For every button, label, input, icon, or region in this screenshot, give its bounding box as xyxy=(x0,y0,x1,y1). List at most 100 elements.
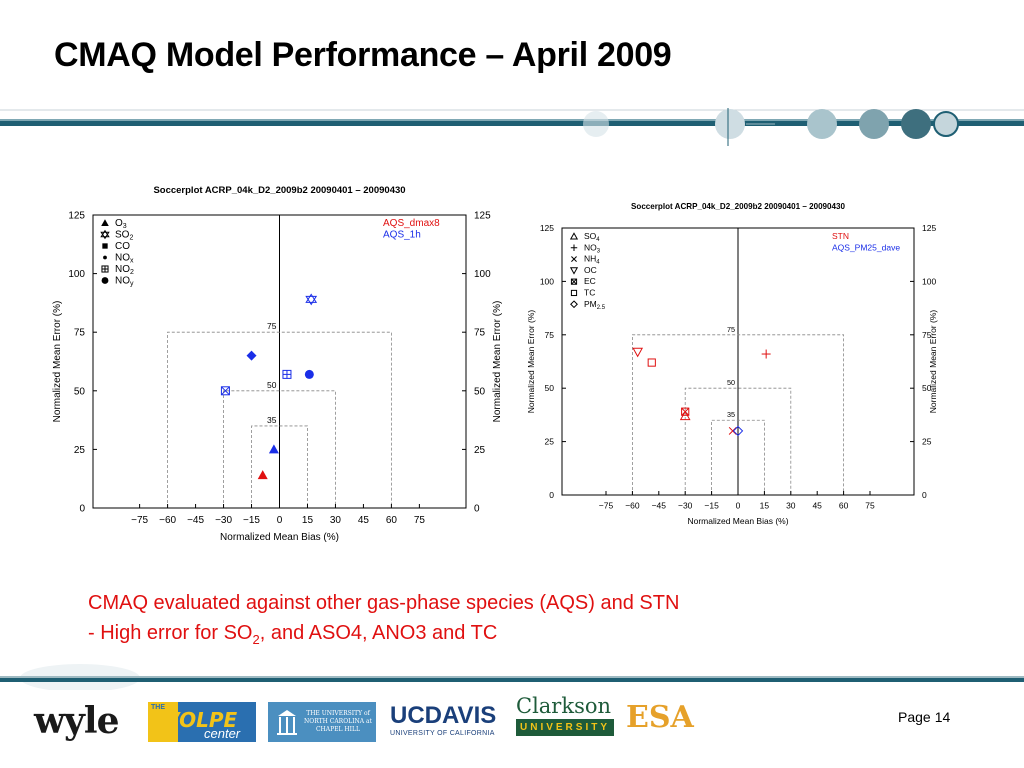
x-tick-label: −60 xyxy=(625,501,640,511)
y-tick-label-right: 50 xyxy=(474,386,486,397)
x-tick-label: 15 xyxy=(302,515,314,526)
soccer-plot-aqs: Soccerplot ACRP_04k_D2_2009b2 20090401 –… xyxy=(52,185,503,543)
data-point-tc-stn xyxy=(647,358,656,367)
legend-label-nox: NOx xyxy=(115,253,134,265)
y-tick-label-right: 75 xyxy=(474,328,486,339)
old-well-icon xyxy=(277,710,297,735)
y-axis-label-right: Normalized Mean Error (%) xyxy=(492,301,503,423)
y-tick-label-right: 125 xyxy=(474,211,491,222)
data-point-so2-aqs_1h xyxy=(305,293,318,306)
chart-title: Soccerplot ACRP_04k_D2_2009b2 20090401 –… xyxy=(631,202,845,211)
goal-box-label: 75 xyxy=(267,321,277,331)
legend-label-pm25: PM2.5 xyxy=(584,299,606,311)
unc-text: THE UNIVERSITY of NORTH CAROLINA at CHAP… xyxy=(304,710,372,733)
page-number: Page 14 xyxy=(898,709,950,725)
esa-logo: ESA xyxy=(626,700,694,735)
goal-box-35: 35 xyxy=(251,415,308,508)
x-tick-label: 30 xyxy=(786,501,796,511)
legend-label-no3: NO3 xyxy=(584,242,601,254)
y-tick-label-left: 75 xyxy=(74,328,86,339)
x-tick-label: −75 xyxy=(599,501,614,511)
ucdavis-sub: UNIVERSITY OF CALIFORNIA xyxy=(390,730,495,737)
volpe-name: VOLPE xyxy=(164,708,238,732)
ucdavis-davis: DAVIS xyxy=(424,702,497,729)
legend-label-oc: OC xyxy=(584,265,597,275)
x-tick-label: 60 xyxy=(839,501,849,511)
x-tick-label: −30 xyxy=(678,501,693,511)
goal-box-50: 50 xyxy=(684,378,792,495)
x-tick-label: 45 xyxy=(812,501,822,511)
volpe-the: THE xyxy=(151,704,165,711)
legend-label-co: CO xyxy=(115,241,130,252)
data-point-no3-stn xyxy=(761,349,771,359)
legend-marker-nh4 xyxy=(571,256,577,262)
y-axis-label-left: Normalized Mean Error (%) xyxy=(52,301,63,423)
legend-label-ec: EC xyxy=(584,276,596,286)
goal-box-75: 75 xyxy=(167,321,392,508)
ucdavis-uc: UC xyxy=(390,702,425,729)
x-tick-label: 0 xyxy=(277,515,283,526)
clarkson-logo: Clarkson UNIVERSITY xyxy=(516,694,615,736)
y-tick-label-right: 100 xyxy=(474,269,491,280)
x-tick-label: 15 xyxy=(760,501,770,511)
y-tick-label-right: 25 xyxy=(922,437,932,447)
legend-marker-no2 xyxy=(101,265,109,273)
legend-label-nh4: NH4 xyxy=(584,254,600,266)
y-tick-label-left: 125 xyxy=(540,223,554,233)
goal-box-label: 35 xyxy=(267,415,277,425)
wyle-logo: wyle xyxy=(34,700,119,742)
goal-box-75: 75 xyxy=(632,325,845,495)
legend-label-so2: SO2 xyxy=(115,230,133,242)
data-point-oc-stn xyxy=(632,347,644,358)
x-tick-label: −45 xyxy=(652,501,667,511)
legend-marker-noy xyxy=(101,277,109,284)
y-tick-label-left: 0 xyxy=(549,490,554,500)
x-tick-label: −15 xyxy=(704,501,719,511)
legend-label-so4: SO4 xyxy=(584,231,600,243)
x-tick-label: −75 xyxy=(131,515,148,526)
data-point-noy-aqs_1h xyxy=(304,369,314,379)
y-tick-label-left: 50 xyxy=(545,383,555,393)
volpe-center: center xyxy=(204,726,241,741)
y-tick-label-right: 75 xyxy=(922,330,932,340)
data-point-co-aqs_1h xyxy=(220,386,230,396)
goal-box-35: 35 xyxy=(711,410,765,495)
y-tick-label-right: 125 xyxy=(922,223,936,233)
clarkson-sub: UNIVERSITY xyxy=(516,719,615,736)
y-tick-label-left: 0 xyxy=(79,504,85,515)
legend-label-no2: NO2 xyxy=(115,264,134,276)
y-tick-label-left: 125 xyxy=(68,211,85,222)
legend-marker-ec xyxy=(570,278,578,285)
caption-line-2-sub: 2 xyxy=(252,632,260,647)
legend-label-tc: TC xyxy=(584,288,595,298)
legend-marker-so2 xyxy=(100,229,110,240)
volpe-logo: THE VOLPE center xyxy=(148,702,256,742)
y-tick-label-left: 25 xyxy=(74,445,86,456)
network-legend-aqs_pm25_dave: AQS_PM25_dave xyxy=(832,242,900,252)
ucdavis-logo: UCDAVIS UNIVERSITY OF CALIFORNIA xyxy=(390,702,496,737)
x-axis-label: Normalized Mean Bias (%) xyxy=(220,532,339,543)
footer-divider xyxy=(0,664,1024,690)
y-tick-label-left: 75 xyxy=(545,330,555,340)
network-legend-aqs_1h: AQS_1h xyxy=(383,230,421,241)
data-point-nh4-stn xyxy=(728,426,737,435)
goal-box-label: 35 xyxy=(727,410,735,419)
partner-logos: wyle THE VOLPE center THE UNIVERSITY of … xyxy=(0,690,1024,768)
caption-line-2-pre: - High error for SO xyxy=(88,622,253,644)
data-point-pm25-aqs_pm25_dave xyxy=(732,425,744,437)
goal-box-50: 50 xyxy=(223,380,336,508)
legend-label-o3: O3 xyxy=(115,218,127,230)
x-tick-label: −60 xyxy=(159,515,176,526)
page-label: Page xyxy=(898,709,931,725)
legend-marker-so4 xyxy=(569,232,579,240)
y-axis-label-left: Normalized Mean Error (%) xyxy=(526,310,536,414)
slide-title: CMAQ Model Performance – April 2009 xyxy=(54,36,672,74)
network-legend-aqs_dmax8: AQS_dmax8 xyxy=(383,218,440,229)
soccer-plot-stn: Soccerplot ACRP_04k_D2_2009b2 20090401 –… xyxy=(526,202,938,526)
x-tick-label: −15 xyxy=(243,515,260,526)
y-tick-label-right: 50 xyxy=(922,383,932,393)
goal-box-label: 75 xyxy=(727,325,735,334)
